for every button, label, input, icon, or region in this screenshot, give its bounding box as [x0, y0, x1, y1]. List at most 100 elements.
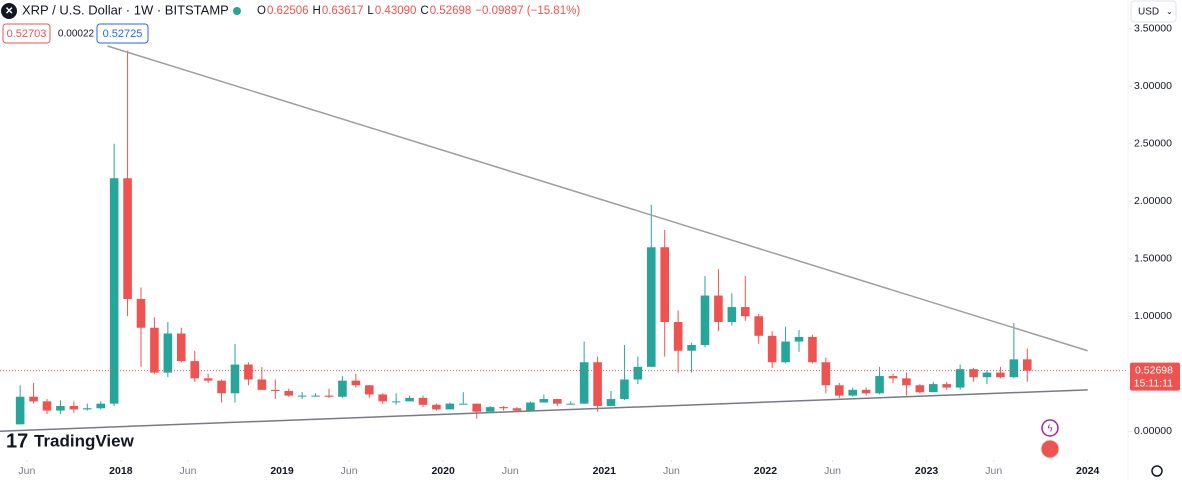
candle-body [257, 379, 267, 390]
candle-body [861, 389, 871, 394]
candle-body [928, 384, 938, 393]
y-tick-label: 2.00000 [1134, 195, 1172, 207]
buy-price: 0.52725 [103, 28, 143, 40]
x-tick-label: 2021 [593, 465, 617, 477]
candle-body [123, 178, 132, 299]
settings-icon[interactable] [1151, 465, 1163, 477]
last-price-box [1130, 362, 1180, 391]
candle-body [834, 385, 844, 396]
candle-body [378, 394, 388, 402]
ohlc-key: H [313, 5, 321, 17]
ohlc-key: C [420, 5, 428, 17]
candle-body [42, 401, 52, 411]
candle-body [512, 408, 522, 411]
candle-body [15, 396, 25, 425]
candle-body [620, 379, 629, 400]
candle-body [673, 322, 683, 351]
x-tick-label: 2023 [915, 465, 939, 477]
candle-body [391, 401, 401, 403]
y-tick-label: 3.50000 [1134, 23, 1172, 35]
candle-body [432, 404, 441, 410]
ohlc-value: 0.52698 [430, 5, 472, 17]
candle-body [351, 380, 361, 386]
event-icon[interactable] [1041, 419, 1059, 437]
candle-body [902, 378, 911, 386]
currency: USD [1138, 7, 1159, 18]
x-tick-label: Jun [502, 465, 519, 477]
candle-body [646, 247, 656, 367]
candle-body [270, 389, 280, 391]
event-icon-glyph: ϟ [1047, 424, 1053, 435]
sell-button[interactable] [2, 23, 51, 44]
candle-body [324, 395, 334, 397]
trendline [107, 45, 1088, 352]
candle-body [1022, 359, 1032, 371]
candle-body [56, 405, 65, 411]
candle-body [109, 178, 119, 404]
candle-body [458, 403, 468, 405]
y-tick-label: 1.50000 [1134, 253, 1172, 265]
candle-body [163, 333, 173, 373]
candle-body [996, 372, 1005, 378]
last-price-label: 0.52698 [1135, 364, 1173, 376]
countdown: 15:11:11 [1134, 377, 1173, 389]
candle-body [794, 336, 804, 342]
buy-button[interactable] [96, 23, 149, 44]
candle-body [445, 403, 455, 410]
candle-body [821, 362, 831, 386]
candle-body [808, 336, 817, 363]
change: −0.09897 (−15.81%) [475, 5, 580, 17]
candle-body [472, 403, 482, 412]
candle-body [297, 395, 307, 397]
candle-body [176, 333, 186, 362]
x-tick-label: Jun [663, 465, 680, 477]
candle-body [29, 396, 38, 402]
candle-body [942, 384, 952, 388]
symbol-icon-glyph: ✕ [5, 6, 13, 17]
candle-body [915, 385, 925, 393]
x-tick-label: 2018 [109, 465, 133, 477]
candle-body [284, 391, 294, 396]
candle-body [150, 327, 159, 373]
x-tick-label: Jun [985, 465, 1002, 477]
logo: TradingView [34, 431, 135, 450]
candle-body [311, 395, 320, 397]
candle-body [405, 397, 414, 402]
candle-body [244, 364, 253, 380]
candle-body [888, 376, 898, 379]
candle-body [418, 397, 428, 405]
candle-body [579, 362, 589, 404]
sell-price: 0.52703 [7, 28, 47, 40]
candle-body [767, 335, 777, 363]
x-tick-label: 2024 [1076, 465, 1100, 477]
symbol-title: XRP / U.S. Dollar · 1W · BITSTAMP [22, 2, 229, 17]
candle-body [499, 407, 508, 409]
candle-body [190, 361, 200, 379]
candle-body [539, 399, 549, 403]
candle-body [593, 362, 602, 406]
candle-body [69, 405, 79, 410]
candle-body [552, 399, 562, 404]
candle-body [606, 399, 616, 406]
candle-body [687, 345, 696, 351]
candle-body [633, 366, 643, 380]
candle-body [982, 372, 992, 378]
x-tick-label: Jun [824, 465, 841, 477]
candle-body [566, 403, 576, 405]
economic-event-icon[interactable] [1040, 439, 1060, 459]
market-status[interactable] [233, 7, 241, 15]
logo-mark: 17 [6, 430, 28, 452]
ohlc-value: 0.62506 [267, 5, 309, 17]
x-tick-label: 2019 [270, 465, 294, 477]
candle-body [485, 407, 495, 412]
x-tick-label: Jun [18, 465, 35, 477]
candle-body [700, 295, 710, 345]
candle-body [969, 369, 978, 378]
symbol-icon [1, 3, 17, 19]
y-tick-label: 3.00000 [1134, 80, 1172, 92]
spread: 0.00022 [58, 29, 95, 40]
ohlc-value: 0.43090 [375, 5, 417, 17]
currency-button[interactable] [1130, 0, 1177, 23]
